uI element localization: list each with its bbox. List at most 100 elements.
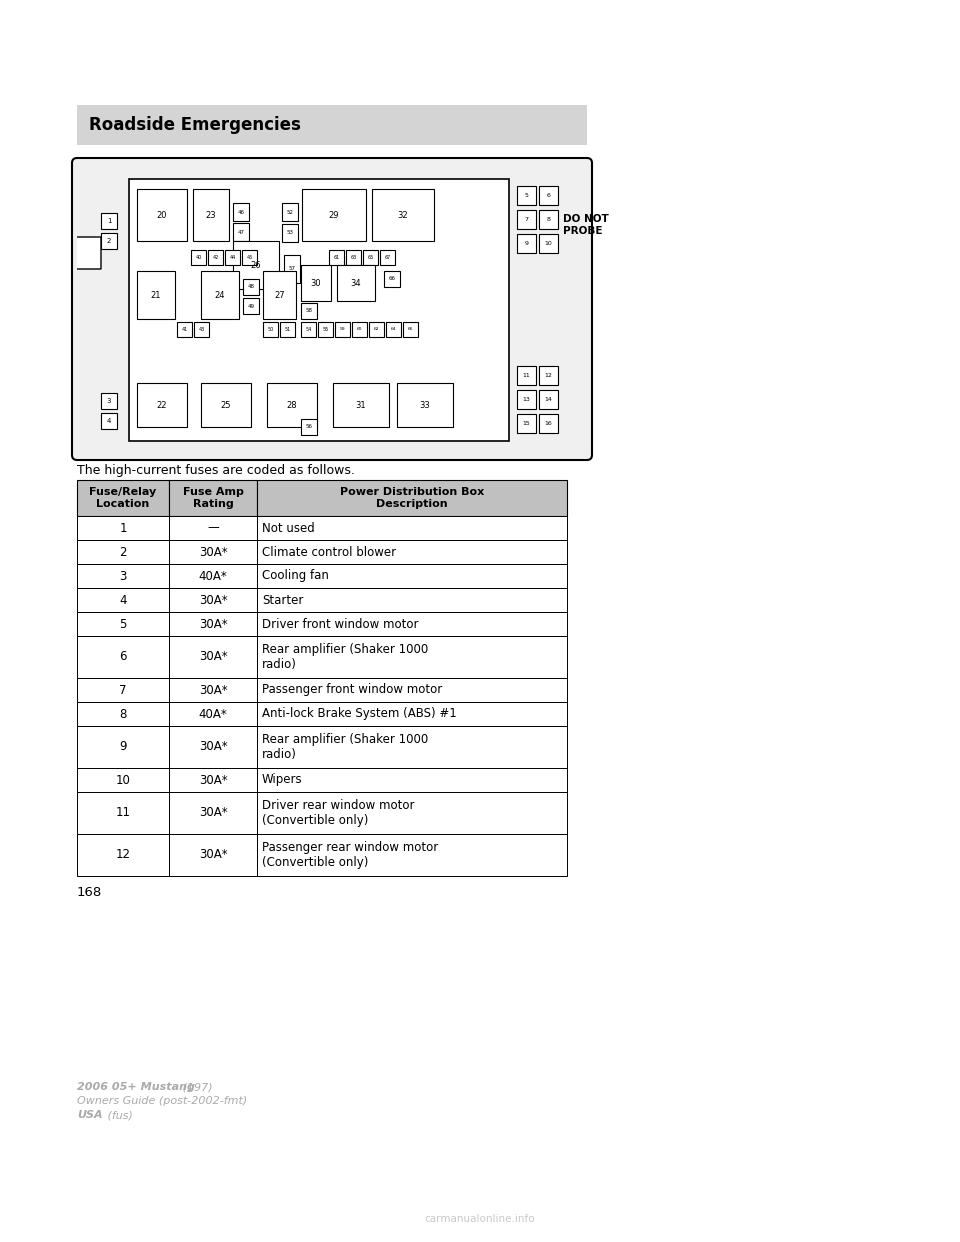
Text: 13: 13: [522, 397, 531, 402]
Text: 31: 31: [356, 400, 367, 410]
Bar: [77, 768, 169, 792]
Bar: [101, 212, 117, 229]
Text: 64: 64: [391, 328, 396, 332]
Text: 65: 65: [368, 255, 373, 260]
Text: 46: 46: [237, 210, 245, 215]
Bar: [386, 322, 401, 337]
Text: Anti-lock Brake System (ABS) #1: Anti-lock Brake System (ABS) #1: [262, 708, 457, 720]
Bar: [517, 414, 536, 433]
Text: 52: 52: [286, 210, 294, 215]
Bar: [101, 392, 117, 409]
Text: 62: 62: [373, 328, 379, 332]
Text: 29: 29: [328, 210, 339, 220]
Text: 30A*: 30A*: [199, 806, 228, 820]
Bar: [257, 768, 567, 792]
Polygon shape: [63, 237, 101, 270]
Text: 4: 4: [119, 594, 127, 606]
Text: 23: 23: [205, 210, 216, 220]
Text: 20: 20: [156, 210, 167, 220]
Text: 30A*: 30A*: [199, 740, 228, 754]
Bar: [257, 587, 567, 612]
Bar: [129, 179, 509, 441]
Bar: [169, 833, 257, 876]
Text: 30: 30: [311, 278, 322, 287]
Text: Owners Guide (post-2002-fmt): Owners Guide (post-2002-fmt): [77, 1095, 248, 1105]
Bar: [257, 564, 567, 587]
Text: 66: 66: [408, 328, 413, 332]
Text: 28: 28: [287, 400, 298, 410]
Text: Fuse/Relay
Location: Fuse/Relay Location: [89, 487, 156, 509]
Bar: [257, 479, 567, 515]
Bar: [539, 233, 558, 253]
Bar: [169, 678, 257, 702]
Text: 42: 42: [212, 255, 219, 260]
Bar: [243, 279, 259, 296]
Bar: [263, 322, 278, 337]
Bar: [208, 250, 223, 265]
Text: 30A*: 30A*: [199, 774, 228, 786]
Bar: [233, 224, 249, 241]
Text: 59: 59: [340, 328, 346, 332]
Text: 40: 40: [196, 255, 202, 260]
Text: 26: 26: [251, 261, 261, 270]
Text: Wipers: Wipers: [262, 774, 302, 786]
Text: Passenger rear window motor
(Convertible only): Passenger rear window motor (Convertible…: [262, 841, 439, 869]
Text: 63: 63: [350, 255, 356, 260]
Bar: [539, 390, 558, 409]
Text: —: —: [207, 522, 219, 534]
Bar: [77, 833, 169, 876]
Text: The high-current fuses are coded as follows.: The high-current fuses are coded as foll…: [77, 465, 355, 477]
Text: 66: 66: [389, 277, 396, 282]
Text: 30A*: 30A*: [199, 848, 228, 862]
Bar: [257, 833, 567, 876]
Bar: [191, 250, 206, 265]
Bar: [77, 727, 169, 768]
Bar: [302, 189, 366, 241]
Bar: [101, 414, 117, 428]
Bar: [301, 303, 317, 319]
Bar: [225, 250, 240, 265]
Text: 51: 51: [284, 327, 291, 332]
Text: 55: 55: [323, 327, 328, 332]
Text: 6: 6: [119, 651, 127, 663]
Text: 43: 43: [199, 327, 204, 332]
Text: 9: 9: [119, 740, 127, 754]
Text: 48: 48: [248, 284, 254, 289]
Bar: [77, 587, 169, 612]
Text: Rear amplifier (Shaker 1000
radio): Rear amplifier (Shaker 1000 radio): [262, 643, 428, 671]
Text: 12: 12: [544, 373, 552, 378]
Bar: [177, 322, 192, 337]
Bar: [301, 265, 331, 301]
Text: 3: 3: [107, 397, 111, 404]
Text: 32: 32: [397, 210, 408, 220]
Bar: [384, 271, 400, 287]
Text: DO NOT
PROBE: DO NOT PROBE: [563, 214, 609, 236]
Text: 3: 3: [119, 570, 127, 582]
Text: Power Distribution Box
Description: Power Distribution Box Description: [340, 487, 484, 509]
Bar: [169, 612, 257, 636]
Bar: [257, 727, 567, 768]
Text: Driver rear window motor
(Convertible only): Driver rear window motor (Convertible on…: [262, 799, 415, 827]
Text: 67: 67: [384, 255, 391, 260]
Text: 9: 9: [524, 241, 529, 246]
Bar: [77, 540, 169, 564]
Text: 30A*: 30A*: [199, 683, 228, 697]
Bar: [517, 186, 536, 205]
Bar: [352, 322, 367, 337]
Text: 45: 45: [247, 255, 252, 260]
Text: 5: 5: [524, 193, 528, 197]
Bar: [517, 233, 536, 253]
Bar: [380, 250, 395, 265]
Bar: [169, 727, 257, 768]
Bar: [372, 189, 434, 241]
Text: 34: 34: [350, 278, 361, 287]
Text: 12: 12: [115, 848, 131, 862]
Text: 60: 60: [357, 328, 362, 332]
Bar: [301, 322, 316, 337]
Text: Rear amplifier (Shaker 1000
radio): Rear amplifier (Shaker 1000 radio): [262, 733, 428, 761]
Bar: [137, 189, 187, 241]
Bar: [169, 540, 257, 564]
Bar: [242, 250, 257, 265]
Text: carmanualonline.info: carmanualonline.info: [424, 1213, 536, 1225]
Bar: [301, 419, 317, 435]
